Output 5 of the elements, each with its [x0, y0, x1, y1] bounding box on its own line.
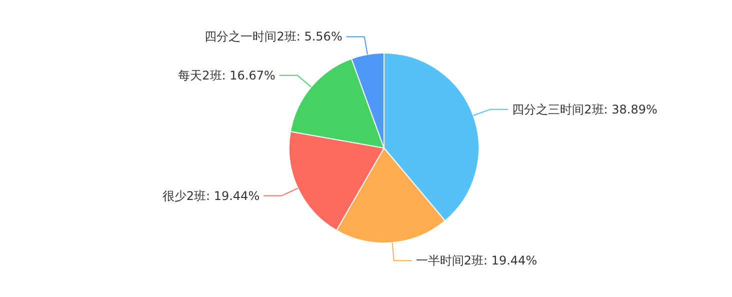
- slice-label: 四分之三时间2班: 38.89%: [512, 102, 658, 116]
- slice-label: 很少2班: 19.44%: [162, 188, 260, 203]
- slice-label: 一半时间2班: 19.44%: [416, 254, 538, 268]
- slice-label: 四分之一时间2班: 5.56%: [204, 30, 342, 44]
- slice-label: 每天2班: 16.67%: [178, 68, 276, 82]
